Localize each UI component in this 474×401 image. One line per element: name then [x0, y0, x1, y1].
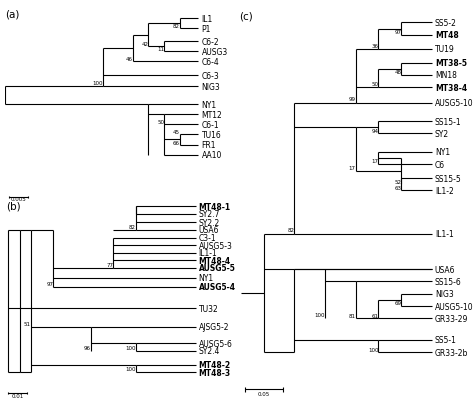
Text: 100: 100 — [125, 366, 136, 371]
Text: 17: 17 — [348, 165, 356, 170]
Text: 42: 42 — [141, 42, 148, 47]
Text: SY2.7: SY2.7 — [199, 210, 220, 219]
Text: (c): (c) — [239, 11, 253, 21]
Text: MT48-1: MT48-1 — [199, 203, 231, 211]
Text: NY1: NY1 — [201, 100, 217, 109]
Text: 17: 17 — [372, 159, 378, 164]
Text: IL1-1: IL1-1 — [199, 249, 218, 257]
Text: FR1: FR1 — [201, 141, 216, 150]
Text: SS15-5: SS15-5 — [435, 174, 462, 183]
Text: MT38-5: MT38-5 — [435, 59, 467, 68]
Text: IL1-1: IL1-1 — [435, 229, 454, 239]
Text: 82: 82 — [287, 227, 294, 233]
Text: 52: 52 — [394, 179, 401, 184]
Text: 77: 77 — [106, 262, 113, 267]
Text: NIG3: NIG3 — [201, 83, 220, 92]
Text: C6-3: C6-3 — [201, 71, 219, 81]
Text: SS15-1: SS15-1 — [435, 117, 462, 126]
Text: 97: 97 — [46, 282, 54, 286]
Text: GR33-2b: GR33-2b — [435, 348, 468, 357]
Text: 81: 81 — [348, 313, 356, 318]
Text: C6-4: C6-4 — [201, 58, 219, 67]
Text: 99: 99 — [348, 97, 356, 102]
Text: IL1: IL1 — [201, 15, 213, 24]
Text: MT48-4: MT48-4 — [199, 256, 231, 265]
Text: NY1: NY1 — [435, 148, 450, 157]
Text: 0.01: 0.01 — [12, 393, 24, 397]
Text: 97: 97 — [394, 30, 401, 35]
Text: 36: 36 — [372, 44, 378, 49]
Text: MT38-4: MT38-4 — [435, 83, 467, 93]
Text: 66: 66 — [173, 140, 180, 145]
Text: 100: 100 — [92, 81, 103, 85]
Text: C6: C6 — [435, 160, 445, 169]
Text: TU19: TU19 — [435, 45, 455, 54]
Text: AA10: AA10 — [201, 151, 222, 160]
Text: 94: 94 — [372, 128, 378, 133]
Text: C6-2: C6-2 — [201, 38, 219, 47]
Text: MT48: MT48 — [435, 31, 458, 40]
Text: MT48-3: MT48-3 — [199, 368, 231, 377]
Text: MN18: MN18 — [435, 71, 456, 80]
Text: 0.05: 0.05 — [258, 391, 270, 397]
Text: USA6: USA6 — [435, 265, 456, 274]
Text: TU16: TU16 — [201, 131, 221, 140]
Text: 100: 100 — [314, 312, 325, 317]
Text: GR33-29: GR33-29 — [435, 314, 468, 323]
Text: AUSG5-6: AUSG5-6 — [199, 339, 232, 348]
Text: 63: 63 — [394, 185, 401, 190]
Text: AUSG3: AUSG3 — [201, 48, 228, 57]
Text: AUSG5-10: AUSG5-10 — [435, 302, 474, 311]
Text: AUSG5-10: AUSG5-10 — [435, 99, 474, 108]
Text: AUSG5-5: AUSG5-5 — [199, 263, 236, 272]
Text: AUSG5-3: AUSG5-3 — [199, 241, 232, 250]
Text: 82: 82 — [129, 224, 136, 229]
Text: 48: 48 — [394, 70, 401, 75]
Text: 51: 51 — [24, 321, 31, 326]
Text: TU32: TU32 — [199, 304, 219, 313]
Text: 50: 50 — [372, 82, 378, 87]
Text: 50: 50 — [157, 120, 164, 125]
Text: MT12: MT12 — [201, 110, 222, 119]
Text: C6-1: C6-1 — [201, 121, 219, 130]
Text: (b): (b) — [7, 201, 21, 211]
Text: 96: 96 — [84, 345, 91, 350]
Text: 100: 100 — [368, 346, 378, 352]
Text: AJSG5-2: AJSG5-2 — [199, 322, 229, 331]
Text: NIG3: NIG3 — [435, 290, 454, 298]
Text: SY2.4: SY2.4 — [199, 346, 220, 355]
Text: P1: P1 — [201, 25, 211, 34]
Text: C3-1: C3-1 — [199, 234, 216, 243]
Text: SY2.2: SY2.2 — [199, 218, 220, 227]
Text: 69: 69 — [394, 300, 401, 306]
Text: SS5-2: SS5-2 — [435, 19, 456, 28]
Text: USA6: USA6 — [199, 225, 219, 235]
Text: AUSG5-4: AUSG5-4 — [199, 283, 236, 292]
Text: SY2: SY2 — [435, 130, 449, 139]
Text: MT48-2: MT48-2 — [199, 360, 231, 369]
Text: SS15-6: SS15-6 — [435, 277, 462, 286]
Text: NY1: NY1 — [199, 273, 214, 282]
Text: 82: 82 — [173, 24, 180, 29]
Text: 11: 11 — [157, 47, 164, 52]
Text: 61: 61 — [372, 313, 378, 318]
Text: IL1-2: IL1-2 — [435, 186, 454, 195]
Text: 45: 45 — [173, 130, 180, 135]
Text: (a): (a) — [5, 9, 19, 19]
Text: 46: 46 — [126, 57, 133, 62]
Text: SS5-1: SS5-1 — [435, 336, 456, 344]
Text: 100: 100 — [125, 345, 136, 350]
Text: 0.005: 0.005 — [10, 196, 27, 201]
